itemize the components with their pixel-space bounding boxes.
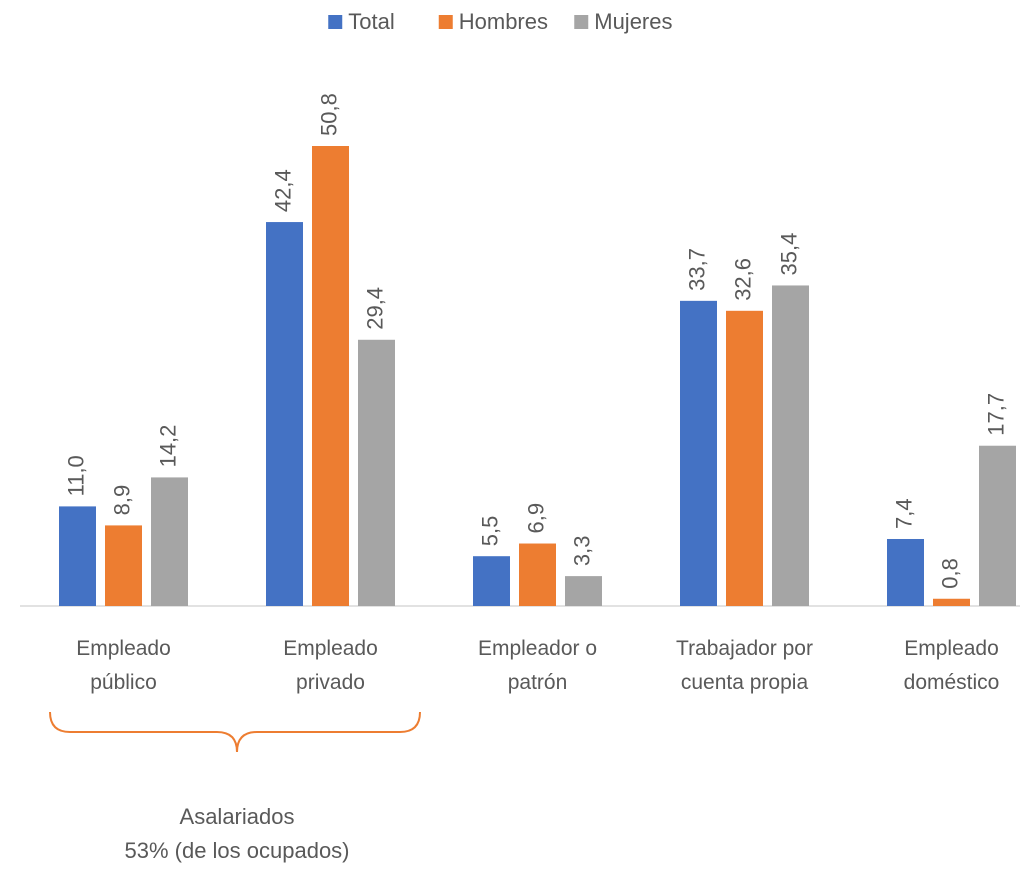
- legend-swatch: [574, 15, 589, 29]
- value-label: 42,4: [270, 169, 295, 212]
- bar: [726, 310, 763, 606]
- value-label: 11,0: [63, 455, 88, 496]
- x-tick-label: Empleado privado: [283, 637, 378, 694]
- bar: [312, 146, 349, 606]
- bar: [59, 506, 96, 606]
- value-label: 32,6: [730, 258, 755, 301]
- bar: [151, 477, 188, 606]
- annotation: 53% (de los ocupados): [124, 838, 349, 863]
- legend-label: Total: [348, 9, 394, 34]
- x-tick-label: Empleado público: [76, 637, 171, 694]
- bar: [887, 538, 924, 606]
- value-label: 5,5: [477, 516, 502, 547]
- bar: [266, 222, 303, 606]
- annotation: Asalariados: [180, 804, 295, 829]
- value-label: 50,8: [316, 93, 341, 136]
- value-label: 14,2: [155, 425, 180, 468]
- bar: [473, 556, 510, 606]
- bar: [680, 300, 717, 606]
- value-label: 29,4: [362, 287, 387, 330]
- x-tick-label: Trabajador por cuenta propia: [676, 637, 813, 694]
- x-tick-label: Empleador o patrón: [477, 637, 598, 694]
- bar: [772, 285, 809, 606]
- value-label: 35,4: [776, 233, 801, 276]
- bar: [519, 543, 556, 606]
- x-tick-label: Empleado doméstico: [903, 637, 1000, 694]
- value-label: 33,7: [684, 248, 709, 291]
- bar: [979, 445, 1016, 606]
- legend-swatch: [438, 15, 453, 29]
- bar: [105, 525, 142, 606]
- brace: [49, 711, 421, 753]
- value-label: 7,4: [891, 498, 916, 529]
- bar: [933, 598, 970, 606]
- value-label: 3,3: [569, 536, 594, 567]
- value-label: 17,7: [983, 393, 1008, 436]
- value-label: 0,8: [937, 558, 962, 589]
- legend-label: Mujeres: [594, 9, 672, 34]
- legend-swatch: [328, 15, 343, 29]
- value-label: 8,9: [109, 485, 134, 516]
- value-label: 6,9: [523, 503, 548, 534]
- legend-label: Hombres: [459, 9, 548, 34]
- bar: [358, 339, 395, 606]
- bar: [565, 576, 602, 606]
